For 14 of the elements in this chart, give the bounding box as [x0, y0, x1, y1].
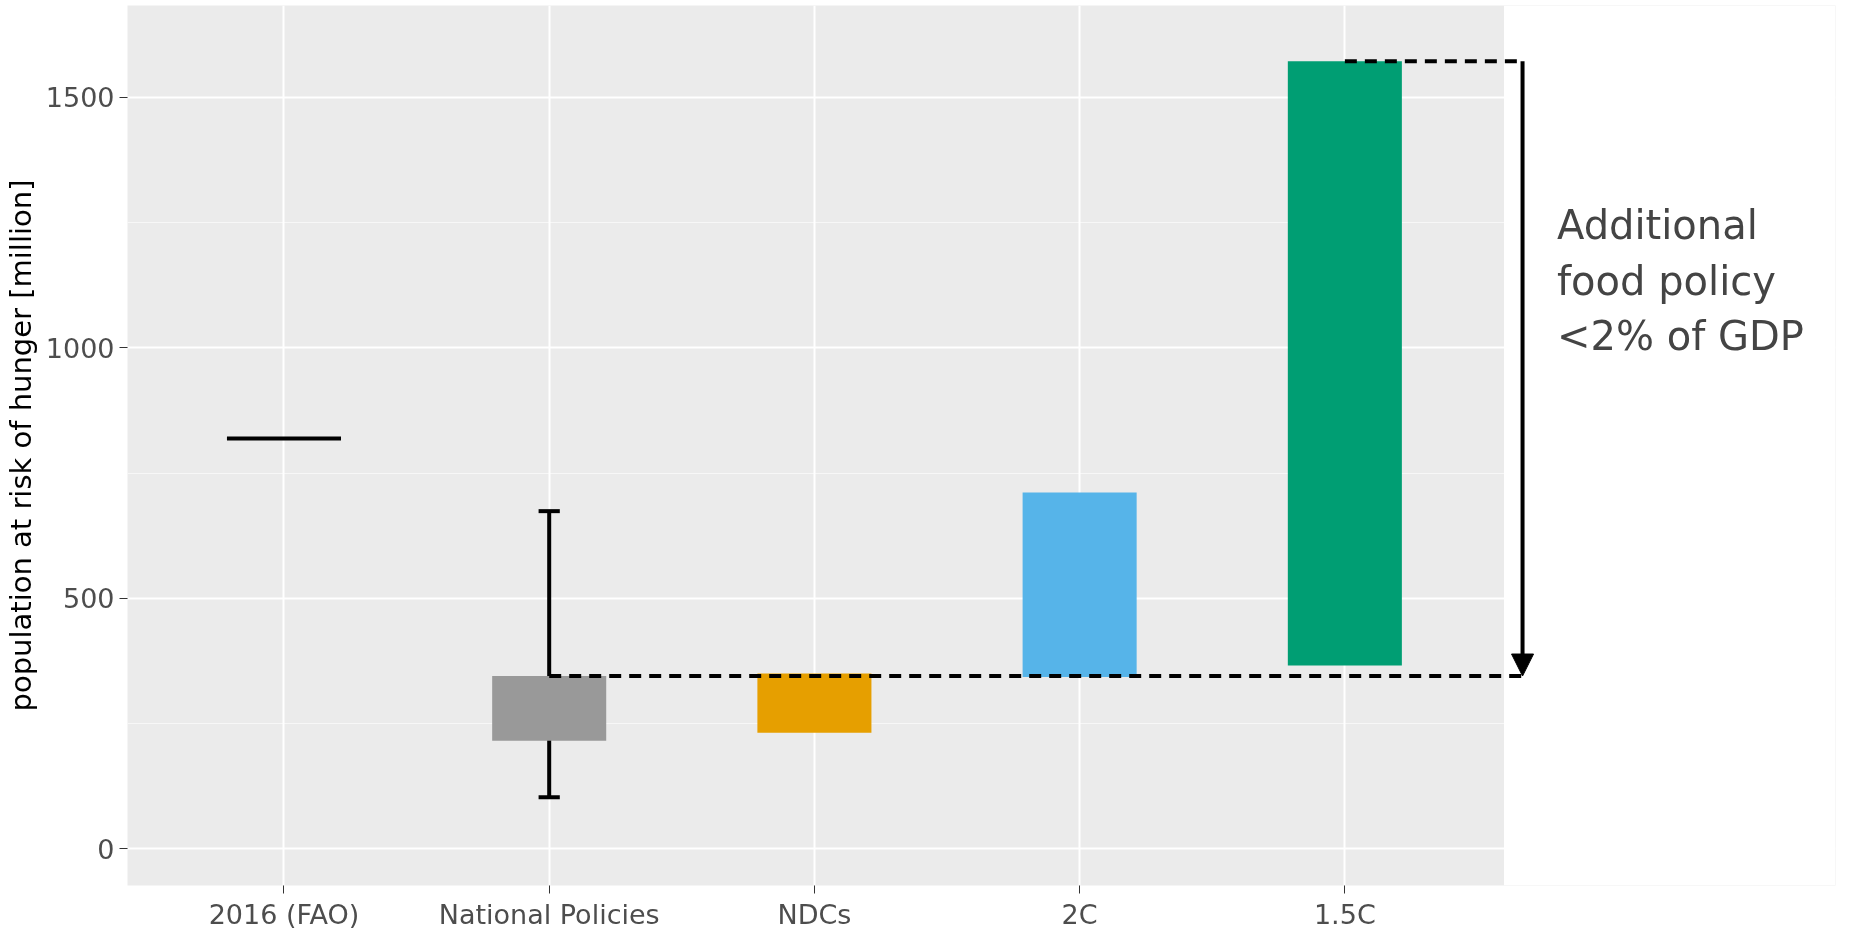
x-tick-label: 1.5C [1313, 898, 1376, 930]
text: Additional food policy <2% of GDP [1557, 202, 1804, 359]
bar [492, 676, 607, 741]
y-tick-label: 1000 [45, 332, 115, 364]
y-tick-label: 0 [97, 833, 115, 865]
x-tick-label: National Policies [438, 898, 660, 930]
bar [1022, 492, 1137, 678]
y-axis-title: population at risk of hunger [million] [3, 179, 38, 712]
bar [757, 673, 872, 733]
x-tick-label: 2C [1061, 898, 1098, 930]
x-tick-label: 2016 (FAO) [208, 898, 360, 930]
y-tick-label: 500 [62, 583, 115, 615]
x-tick-label: NDCs [777, 898, 852, 930]
y-tick-label: 1500 [45, 82, 115, 114]
